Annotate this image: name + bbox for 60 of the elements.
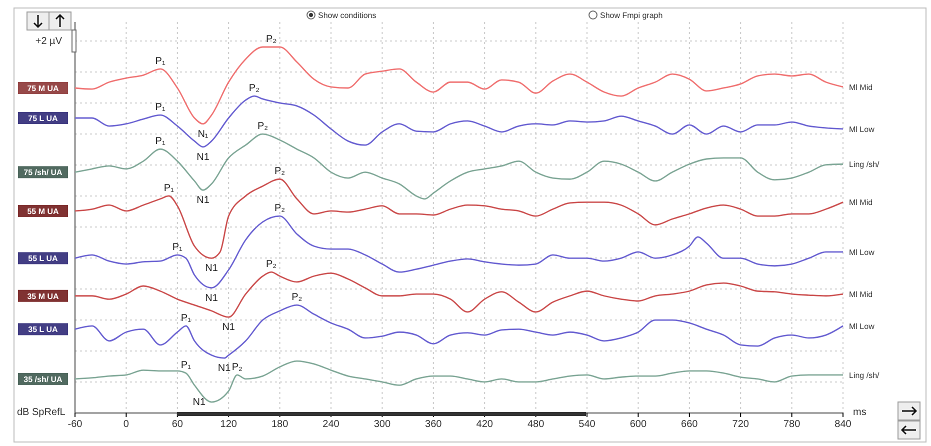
- annotation: P₂: [274, 203, 286, 214]
- x-tick-label: 420: [476, 419, 494, 430]
- annotation: P₁: [155, 102, 166, 114]
- annotation: P₂: [292, 292, 302, 304]
- text: 55 L UA: [28, 254, 58, 264]
- annotation: P₁: [164, 182, 175, 194]
- annotation: Ml Low: [849, 248, 875, 257]
- y-axis-title: dB SpRefL: [17, 407, 66, 418]
- annotation: P₁: [180, 360, 192, 372]
- x-tick-label: 600: [630, 419, 647, 430]
- annotation: N₁: [198, 128, 209, 140]
- annotation: N1: [196, 195, 210, 206]
- annotation: N1: [205, 263, 218, 274]
- annotation: P₂: [266, 259, 277, 270]
- series-label: 35 /sh/ UA: [24, 374, 63, 384]
- annotation: N1: [196, 152, 210, 163]
- x-axis-title: ms: [853, 407, 866, 418]
- annotation: P₂: [232, 362, 243, 373]
- annotation: N1: [205, 292, 218, 304]
- x-tick-label: 300: [374, 419, 391, 430]
- annotation: P₁: [155, 56, 166, 67]
- annotation: P₂: [274, 166, 286, 178]
- annotation: Ling /sh/: [849, 370, 880, 380]
- x-tick-label: 360: [425, 419, 442, 430]
- x-tick-label: 840: [834, 419, 852, 430]
- text: Show Fmpi graph: [600, 11, 663, 20]
- text: 55 M UA: [27, 206, 60, 216]
- x-tick-label: 240: [322, 419, 340, 430]
- text: 75 M UA: [27, 84, 60, 93]
- annotation: Ml Low: [849, 124, 875, 134]
- x-tick-label: 660: [681, 419, 698, 430]
- text: 35 L UA: [28, 325, 58, 334]
- text: Show conditions: [318, 11, 376, 20]
- annotation: N1: [222, 322, 236, 334]
- annotation: N1: [218, 363, 232, 374]
- x-tick-label: -60: [68, 419, 83, 430]
- annotation: P₂: [257, 121, 268, 132]
- annotation: P₂: [248, 83, 260, 94]
- x-tick-label: 780: [783, 419, 801, 430]
- series-label: 75 /sh/ UA: [24, 168, 63, 178]
- annotation: P₁: [180, 312, 192, 324]
- x-tick-label: 480: [527, 419, 545, 430]
- annotation: Ml Low: [849, 322, 875, 331]
- x-tick-label: 0: [123, 419, 130, 430]
- annotation: Ling /sh/: [849, 160, 880, 170]
- x-tick-label: 180: [271, 419, 289, 430]
- x-tick-label: 540: [578, 419, 596, 430]
- annotation: P₂: [266, 34, 277, 45]
- text: 35 M UA: [27, 292, 60, 301]
- text: +2 µV: [35, 36, 62, 47]
- annotation: Ml Mid: [849, 82, 873, 92]
- annotation: Ml Mid: [849, 290, 873, 300]
- annotation: P₁: [155, 136, 166, 148]
- x-tick-label: 720: [732, 419, 750, 430]
- x-tick-label: 120: [220, 419, 238, 430]
- annotation: Ml Mid: [849, 198, 873, 208]
- annotation: P₁: [172, 242, 184, 253]
- annotation: N1: [192, 397, 206, 408]
- x-tick-label: 60: [172, 419, 184, 430]
- text: 75 L UA: [28, 114, 58, 124]
